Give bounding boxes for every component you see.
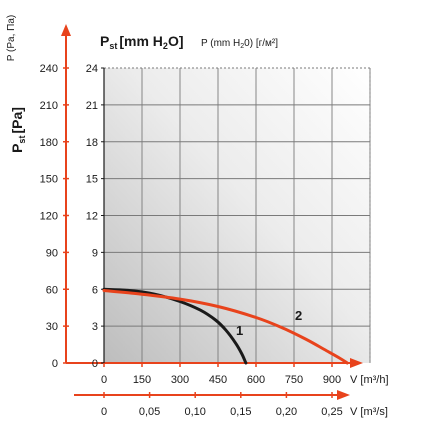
y-axis-arrow	[61, 24, 71, 36]
y-tick-label-pa: 60	[46, 284, 58, 296]
y-tick-label-pa: 90	[46, 247, 58, 259]
x-tick-label-m3s: 0,20	[276, 406, 297, 418]
x-tick-label-m3s: 0,10	[184, 406, 205, 418]
y-tick-label-mm: 24	[86, 63, 98, 75]
y-tick-label-pa: 180	[40, 137, 58, 149]
y-axis-label-mm: Pst [mm H2O]	[100, 33, 184, 51]
series-1-label: 1	[236, 323, 243, 338]
series-lines	[102, 287, 349, 365]
y-tick-label-mm: 21	[86, 100, 98, 112]
x-axis-label-m3s: V [m³/s]	[350, 406, 388, 418]
y-tick-label-mm: 18	[86, 137, 98, 149]
x-tick-label-m3h: 0	[101, 374, 107, 386]
x-axis-label-m3h: V [m³/h]	[350, 374, 389, 386]
y-tick-label-mm: 0	[92, 358, 98, 370]
y-tick-label-mm: 3	[92, 321, 98, 333]
x-axis-arrow	[350, 358, 363, 368]
x-tick-label-m3h: 300	[171, 374, 189, 386]
x-axis-arrow-m3s	[337, 390, 350, 400]
series-2-label: 2	[295, 308, 302, 323]
series-line-2	[102, 289, 349, 365]
y-tick-label-pa: 0	[52, 358, 58, 370]
y-tick-label-mm: 12	[86, 211, 98, 223]
y-tick-label-mm: 15	[86, 174, 98, 186]
y-tick-label-pa: 120	[40, 211, 58, 223]
x-tick-label-m3h: 750	[285, 374, 303, 386]
x-tick-label-m3s: 0,05	[139, 406, 160, 418]
y-tick-label-pa: 210	[40, 100, 58, 112]
grid	[104, 67, 371, 363]
y-tick-label-mm: 6	[92, 284, 98, 296]
x-tick-label-m3h: 150	[133, 374, 151, 386]
x-tick-label-m3h: 900	[323, 374, 341, 386]
y-tick-label-pa: 240	[40, 63, 58, 75]
x-tick-label-m3s: 0,25	[321, 406, 342, 418]
y-tick-label-pa: 150	[40, 174, 58, 186]
x-tick-label-m3h: 600	[247, 374, 265, 386]
y-axis-side-label: P (Pa, Па)	[6, 15, 17, 61]
x-tick-label-m3s: 0	[101, 406, 107, 418]
y-tick-label-pa: 30	[46, 321, 58, 333]
y-tick-label-mm: 9	[92, 247, 98, 259]
axes	[61, 24, 363, 400]
x-tick-label-m3s: 0,15	[230, 406, 251, 418]
y-axis-label-pa: Pst[Pa]	[9, 107, 27, 153]
x-tick-label-m3h: 450	[209, 374, 227, 386]
y-axis-side-label-mm: P (mm H20) [г/м²]	[201, 38, 278, 50]
series-line-1	[102, 287, 248, 365]
